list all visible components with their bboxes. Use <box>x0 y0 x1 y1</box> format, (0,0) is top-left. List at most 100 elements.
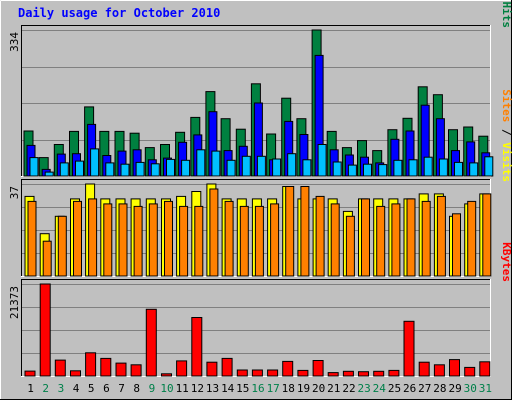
bar-kbytes-day-8 <box>130 364 142 377</box>
x-tick-label: 31 <box>479 382 492 395</box>
bar-sites-day-23 <box>361 198 370 277</box>
x-tick-label: 5 <box>88 382 95 395</box>
series-axis-label-part: / <box>500 0 512 2</box>
bar-pages-day-2 <box>44 171 54 177</box>
bar-pages-day-10 <box>166 158 175 177</box>
bar-kbytes-day-11 <box>176 360 188 377</box>
bar-kbytes-day-12 <box>191 317 203 377</box>
bar-pages-day-14 <box>226 159 236 177</box>
panel-1: 334 Pages / Files / Hits <box>8 0 512 177</box>
bar-sites-day-4 <box>73 200 82 277</box>
bar-pages-day-17 <box>272 158 282 177</box>
y-max-label: 21373 <box>8 286 21 319</box>
x-tick-label: 10 <box>160 382 173 395</box>
bar-sites-day-19 <box>300 186 310 277</box>
x-tick-label: 30 <box>464 382 477 395</box>
x-axis: 1 2 3 4 5 6 7 8 9 10 11 12 13 14 15 16 17 18 19 20 21 22 23 24 2… <box>27 382 492 395</box>
bar-sites-day-29 <box>452 213 461 277</box>
bar-sites-day-10 <box>164 200 173 277</box>
bar-pages-day-16 <box>256 155 266 177</box>
bar-kbytes-day-29 <box>449 359 460 377</box>
bar-pages-day-5 <box>90 148 100 177</box>
panel-2: 37 Sites / Visits <box>8 89 512 277</box>
bar-pages-day-13 <box>211 150 221 177</box>
bar-kbytes-day-13 <box>206 361 218 377</box>
bar-pages-day-27 <box>423 156 433 177</box>
bar-pages-day-25 <box>393 159 403 177</box>
bar-pages-day-30 <box>469 162 479 177</box>
bar-sites-day-11 <box>179 205 189 277</box>
bar-sites-day-15 <box>239 205 249 277</box>
bar-pages-day-4 <box>75 160 84 177</box>
x-tick-label: 29 <box>448 382 461 395</box>
series-axis-label-part: Sites <box>500 89 512 122</box>
bar-kbytes-day-25 <box>388 369 400 377</box>
bar-sites-day-20 <box>315 195 325 277</box>
bar-kbytes-day-6 <box>100 357 112 377</box>
x-tick-label: 18 <box>282 382 295 395</box>
x-tick-label: 1 <box>27 382 34 395</box>
bar-pages-day-20 <box>317 144 327 177</box>
bar-kbytes-day-9 <box>145 308 157 377</box>
bar-pages-day-11 <box>181 159 191 177</box>
panels-layer: 334 Pages / Files / Hits 37 Sites / Visits 2… <box>8 0 512 377</box>
bar-pages-day-24 <box>378 164 388 177</box>
bar-sites-day-14 <box>224 200 234 277</box>
x-tick-label: 9 <box>149 382 156 395</box>
bar-pages-day-7 <box>120 163 130 177</box>
bar-kbytes-day-14 <box>221 357 233 377</box>
bar-kbytes-day-22 <box>342 370 354 377</box>
bar-sites-day-31 <box>482 193 492 277</box>
bar-kbytes-day-24 <box>373 370 385 377</box>
x-tick-label: 24 <box>373 382 387 395</box>
bar-kbytes-day-7 <box>115 362 127 377</box>
x-tick-label: 16 <box>251 382 264 395</box>
series-axis-label-part: Visits <box>500 142 512 182</box>
series-axis-label: Pages / Files / Hits <box>500 0 512 28</box>
x-tick-label: 2 <box>42 382 49 395</box>
bar-sites-day-3 <box>57 215 67 277</box>
x-tick-label: 11 <box>176 382 189 395</box>
bar-sites-day-25 <box>391 203 401 277</box>
series-axis-label: Sites / Visits <box>500 89 512 182</box>
bar-pages-day-15 <box>241 155 251 177</box>
bar-kbytes-day-3 <box>54 359 66 377</box>
bar-kbytes-day-27 <box>418 361 430 377</box>
bar-kbytes-day-26 <box>403 320 415 377</box>
bar-kbytes-day-15 <box>236 369 248 377</box>
bar-kbytes-day-2 <box>39 283 51 377</box>
bar-pages-day-8 <box>135 161 145 177</box>
bar-kbytes-day-21 <box>327 372 339 377</box>
bar-kbytes-day-4 <box>70 370 81 377</box>
bar-pages-day-9 <box>150 163 160 177</box>
x-tick-label: 17 <box>267 382 280 395</box>
bar-pages-day-31 <box>484 156 494 177</box>
bar-sites-day-28 <box>436 195 446 277</box>
x-tick-label: 19 <box>297 382 310 395</box>
x-tick-label: 6 <box>103 382 110 395</box>
bar-sites-day-1 <box>27 200 37 277</box>
x-tick-label: 3 <box>58 382 65 395</box>
bar-kbytes-day-5 <box>85 352 97 377</box>
bar-pages-day-23 <box>363 163 372 177</box>
x-tick-label: 20 <box>312 382 325 395</box>
bar-sites-day-18 <box>285 186 295 277</box>
bar-pages-day-29 <box>454 161 463 177</box>
bar-pages-day-26 <box>408 159 418 177</box>
x-tick-label: 8 <box>133 382 140 395</box>
bar-sites-day-27 <box>421 200 431 277</box>
x-tick-label: 12 <box>191 382 204 395</box>
series-axis-label-part: / <box>500 122 512 142</box>
bar-kbytes-day-31 <box>479 361 491 377</box>
bar-pages-day-12 <box>196 149 206 177</box>
y-max-label: 334 <box>8 32 21 52</box>
series-axis-label-part: Hits <box>500 2 512 29</box>
bar-pages-day-19 <box>302 159 312 177</box>
y-max-label: 37 <box>8 186 21 199</box>
x-tick-label: 21 <box>327 382 340 395</box>
bar-kbytes-day-23 <box>358 371 369 377</box>
series-axis-label: KBytes <box>500 242 512 282</box>
x-tick-label: 27 <box>418 382 431 395</box>
x-tick-label: 15 <box>236 382 249 395</box>
